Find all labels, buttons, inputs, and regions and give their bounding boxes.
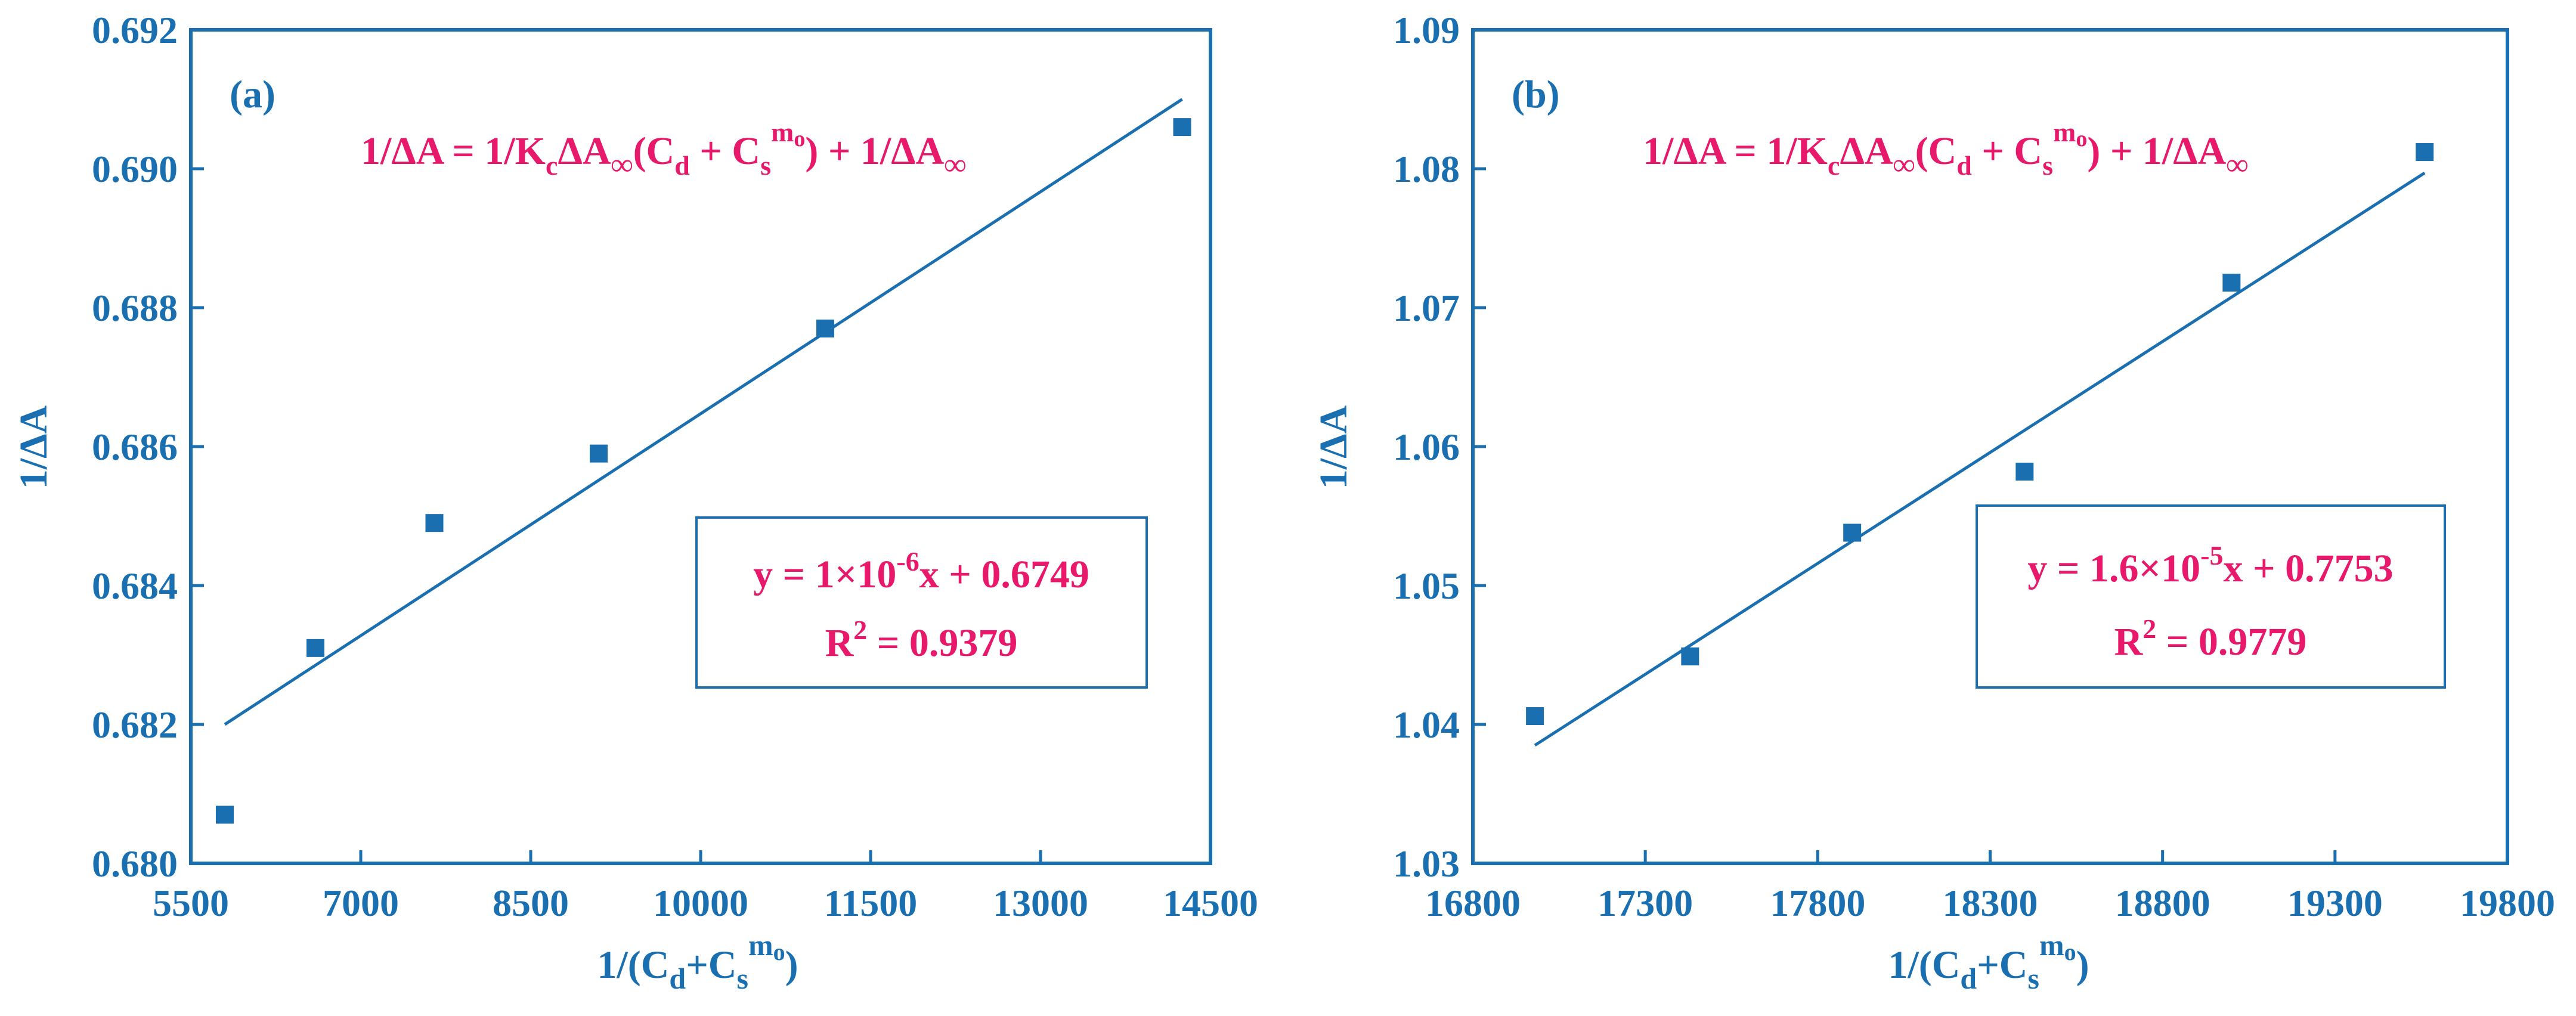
y-tick-label: 0.692: [92, 9, 178, 51]
x-tick-label: 17800: [1770, 882, 1865, 924]
data-points: [1526, 143, 2434, 726]
fit-equation: y = 1×10-6x + 0.6749: [753, 546, 1089, 596]
r-squared: R2 = 0.9779: [2114, 614, 2307, 664]
fit-box: [695, 516, 1148, 689]
r-squared: R2 = 0.9379: [825, 615, 1018, 665]
data-point: [1173, 118, 1191, 137]
data-point: [590, 444, 608, 463]
y-tick-label: 0.688: [92, 287, 178, 329]
x-tick-label: 14500: [1163, 882, 1258, 924]
x-tick-label: 5500: [153, 882, 229, 924]
y-axis-label: 1/ΔA: [1312, 405, 1355, 489]
x-tick-label: 19800: [2460, 882, 2555, 924]
data-point: [425, 514, 444, 532]
x-tick-label: 8500: [493, 882, 569, 924]
data-point: [216, 806, 234, 824]
data-point: [2015, 462, 2034, 481]
y-tick-label: 0.684: [92, 565, 178, 607]
fit-box: [1976, 504, 2446, 689]
y-tick-label: 1.05: [1393, 565, 1460, 607]
y-axis-label: 1/ΔA: [12, 405, 55, 489]
x-tick-label: 13000: [993, 882, 1088, 924]
y-tick-label: 0.682: [92, 704, 178, 746]
data-point: [1526, 707, 1544, 726]
y-tick-label: 1.08: [1393, 148, 1460, 190]
data-point: [2222, 274, 2241, 292]
x-tick-label: 7000: [323, 882, 399, 924]
data-point: [816, 319, 834, 337]
data-point: [1681, 647, 1699, 665]
y-tick-label: 1.09: [1393, 9, 1460, 51]
y-axis-ticks: 0.680 0.682 0.684 0.686 0.688 0.690 0.692: [92, 9, 204, 885]
panel-a: 0.680 0.682 0.684 0.686 0.688 0.690 0.692 5500…: [12, 9, 1258, 995]
model-equation: 1/ΔA = 1/KcΔA∞(Cd + Csmo) + 1/ΔA∞: [361, 117, 966, 182]
y-tick-label: 1.04: [1393, 704, 1460, 746]
x-axis-ticks: 16800 17300 17800 18300 18800 19300 19800: [1425, 850, 2555, 924]
y-tick-label: 0.686: [92, 426, 178, 468]
fit-equation: y = 1.6×10-5x + 0.7753: [2027, 540, 2393, 590]
x-tick-label: 17300: [1597, 882, 1693, 924]
x-tick-label: 18300: [1943, 882, 2038, 924]
x-tick-label: 18800: [2115, 882, 2210, 924]
y-tick-label: 1.06: [1393, 426, 1460, 468]
data-point: [2416, 143, 2434, 162]
y-tick-label: 1.07: [1393, 287, 1460, 329]
y-tick-label: 0.680: [92, 842, 178, 885]
model-equation: 1/ΔA = 1/KcΔA∞(Cd + Csmo) + 1/ΔA∞: [1643, 117, 2248, 182]
panel-label: (b): [1512, 73, 1560, 116]
x-tick-label: 16800: [1425, 882, 1521, 924]
y-axis-ticks: 1.03 1.04 1.05 1.06 1.07 1.08 1.09: [1393, 9, 1486, 885]
panel-b: 1.031.041.051.061.071.081.09 16800 17300 1…: [1312, 9, 2555, 995]
data-point: [306, 639, 324, 657]
fit-line: [224, 98, 1183, 726]
x-axis-label: 1/(Cd+Csmo): [597, 928, 798, 995]
data-points: [216, 118, 1191, 824]
panel-label: (a): [230, 73, 275, 116]
x-axis-label: 1/(Cd+Csmo): [1888, 928, 2089, 995]
x-tick-label: 11500: [824, 882, 917, 924]
x-axis-ticks: 5500 7000 8500 10000 11500 13000 14500: [153, 850, 1258, 924]
data-point: [1843, 524, 1862, 542]
y-tick-label: 1.03: [1393, 842, 1460, 885]
x-tick-label: 19300: [2287, 882, 2383, 924]
x-tick-label: 10000: [653, 882, 748, 924]
y-tick-label: 0.690: [92, 148, 178, 190]
